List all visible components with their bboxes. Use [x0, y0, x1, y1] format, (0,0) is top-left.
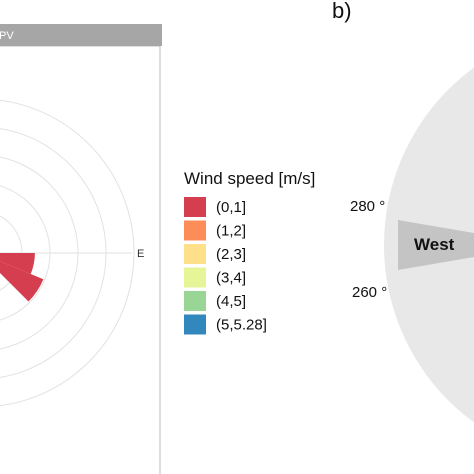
west-sector-wedge [398, 220, 474, 270]
legend-swatch [184, 244, 206, 264]
legend-swatch [184, 220, 206, 241]
compass-label-east: E [137, 248, 144, 260]
wind-sectors [0, 253, 44, 302]
legend-swatch [184, 291, 206, 311]
legend-label: (2,3] [216, 246, 246, 263]
panel-label-b: b) [332, 0, 352, 23]
west-sector-label: West [414, 235, 455, 254]
legend-label: (0,1] [216, 199, 246, 216]
windrose-panel: PV E [0, 24, 162, 474]
angle-label-260: 260 ° [352, 284, 387, 301]
legend-label: (3,4] [216, 270, 246, 287]
strip-title: PV [0, 30, 14, 42]
grid-ring [0, 99, 135, 407]
legend-label: (4,5] [216, 293, 246, 310]
legend-items: (0,1] (1,2] (2,3] (3,4] (4,5] (5,5.28] [184, 197, 267, 335]
legend-swatch [184, 197, 206, 217]
strip-header [0, 24, 162, 46]
legend-title: Wind speed [m/s] [184, 169, 315, 188]
legend-label: (5,5.28] [216, 317, 267, 334]
sector-panel: b) West 280 ° 260 ° [332, 0, 474, 423]
angle-label-280: 280 ° [350, 198, 385, 215]
wind-sector-sw [0, 261, 44, 302]
legend: Wind speed [m/s] (0,1] (1,2] (2,3] (3,4] (4,… [184, 169, 315, 335]
legend-swatch [184, 314, 206, 335]
wind-sector-wsw [0, 253, 35, 275]
legend-swatch [184, 267, 206, 288]
legend-label: (1,2] [216, 223, 246, 240]
